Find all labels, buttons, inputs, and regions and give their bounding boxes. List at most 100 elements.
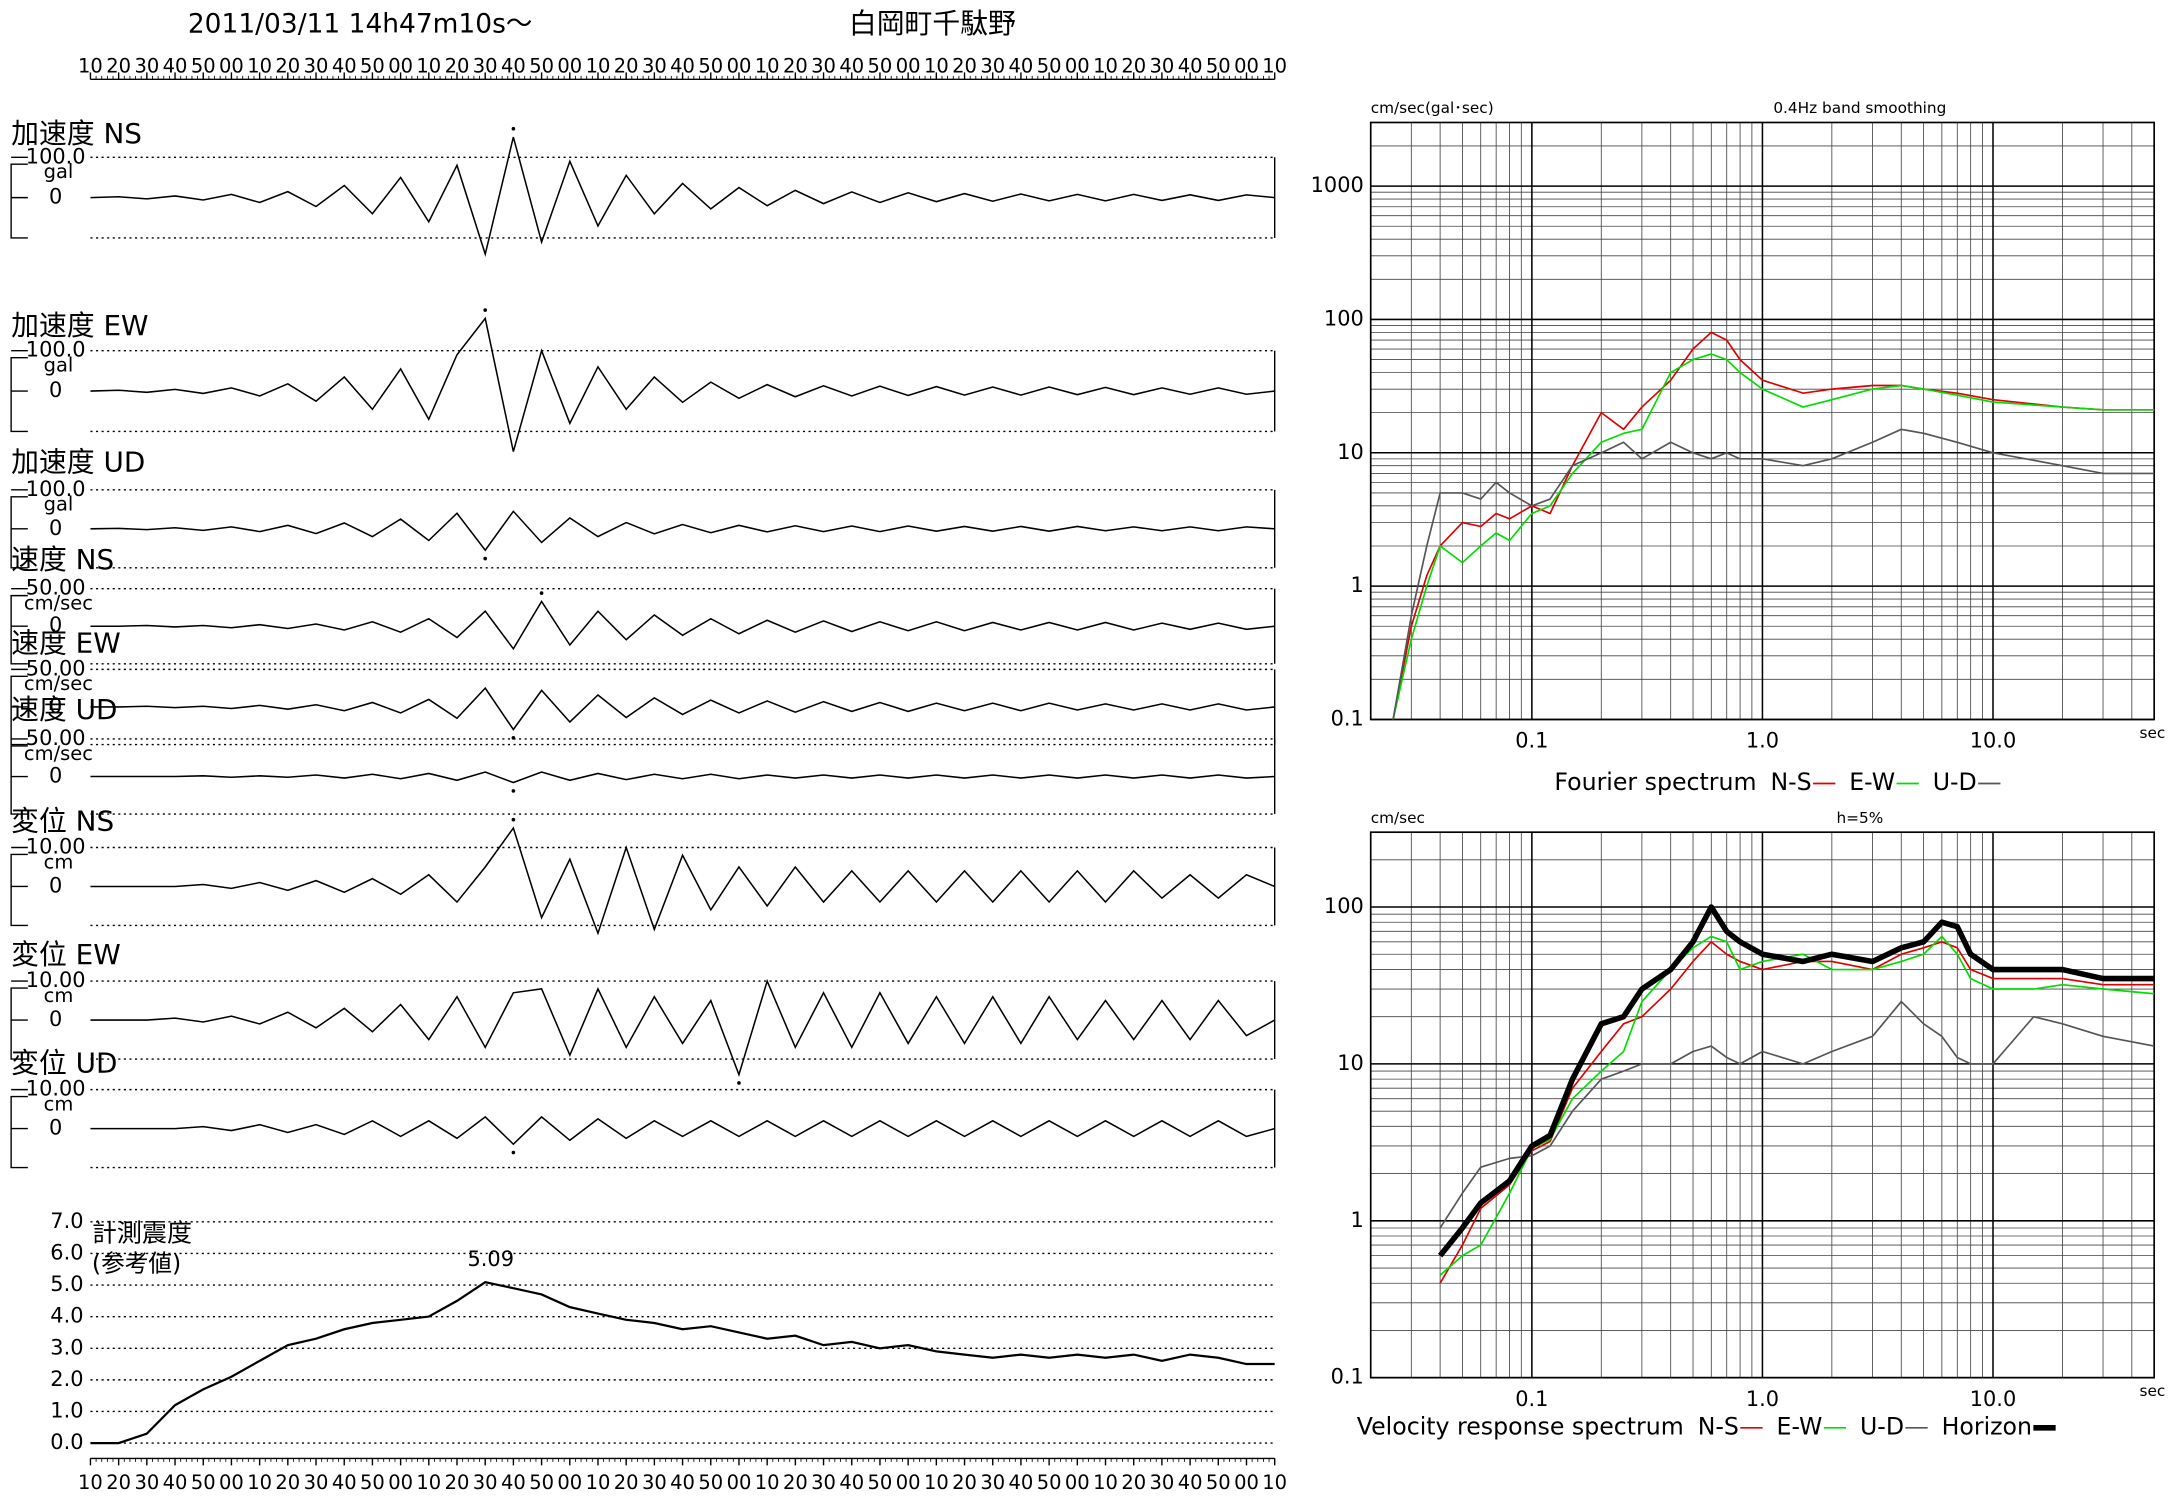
time-tick-label: 20 (275, 1471, 300, 1494)
unit-label: cm/sec (24, 742, 93, 765)
legend-entry: N-S (1770, 768, 1811, 796)
y-tick-label: 50.00 (26, 656, 86, 680)
legend-entry: Horizon (1942, 1412, 2032, 1440)
y-tick-label: 10.00 (26, 834, 86, 858)
y-tick-label: 0 (49, 1116, 62, 1140)
y-axis-label: cm/sec(gal･sec) (1371, 99, 1494, 117)
panel-bracket (10, 496, 28, 569)
x-tick-label: 1.0 (1746, 729, 1779, 753)
legend-title: Fourier spectrum (1554, 768, 1756, 796)
unit-label: cm (44, 850, 74, 873)
time-tick-label: 00 (219, 54, 244, 77)
panel-title: 変位 EW (11, 938, 121, 971)
panel-bracket (10, 853, 28, 927)
time-tick-label: 20 (106, 1471, 131, 1494)
unit-label: cm (44, 1092, 74, 1115)
time-tick-label: 30 (811, 1471, 836, 1494)
time-tick-label: 20 (1121, 1471, 1146, 1494)
time-tick-label: 30 (473, 54, 498, 77)
time-tick-label: 30 (811, 54, 836, 77)
time-tick-label: 20 (1121, 54, 1146, 77)
y-tick-label: 10.00 (26, 968, 86, 992)
y-tick-label: 0 (49, 1007, 62, 1031)
time-tick-label: 40 (1178, 54, 1203, 77)
x-axis-label: sec (2140, 724, 2166, 742)
time-tick-label: 20 (275, 54, 300, 77)
time-tick-label: 50 (698, 54, 723, 77)
station-name: 白岡町千駄野 (849, 7, 1016, 40)
time-tick-label: 40 (501, 54, 526, 77)
time-tick-label: 50 (1206, 54, 1231, 77)
time-tick-label: 10 (924, 1471, 949, 1494)
waveform (90, 510, 1275, 552)
y-tick-label: 2.0 (50, 1367, 83, 1391)
time-tick-label: 00 (896, 54, 921, 77)
time-tick-label: 00 (727, 1471, 752, 1494)
panel-bracket (10, 356, 28, 433)
time-tick-label: 50 (1037, 54, 1062, 77)
y-tick-label: 6.0 (50, 1240, 83, 1264)
time-tick-label: 00 (1234, 1471, 1259, 1494)
time-tick-label: 00 (727, 54, 752, 77)
x-tick-label: 10.0 (1970, 1387, 2016, 1411)
y-tick-label: 0.0 (50, 1430, 83, 1454)
panel-bracket (10, 163, 28, 239)
peak-dot (511, 126, 516, 131)
time-tick-label: 00 (1234, 54, 1259, 77)
y-tick-label: 100.0 (26, 144, 86, 168)
time-tick-label: 40 (670, 1471, 695, 1494)
time-tick-label: 30 (642, 54, 667, 77)
y-tick-label: 0 (49, 516, 62, 540)
time-tick-label: 10 (755, 54, 780, 77)
peak-dot (511, 817, 516, 822)
unit-label: gal (44, 160, 74, 183)
y-tick-label: 0 (49, 613, 62, 637)
time-tick-label: 50 (529, 1471, 554, 1494)
spectrum-line (1439, 1000, 2155, 1229)
waveform (90, 316, 1275, 452)
time-tick-label: 50 (868, 1471, 893, 1494)
x-axis-label: sec (2140, 1382, 2166, 1400)
panel-bracket (10, 987, 28, 1060)
time-tick-label: 30 (980, 1471, 1005, 1494)
panel-bracket (10, 745, 28, 815)
time-tick-label: 20 (614, 54, 639, 77)
time-tick-label: 30 (642, 1471, 667, 1494)
time-tick-label: 20 (445, 54, 470, 77)
x-tick-label: 10.0 (1970, 729, 2016, 753)
time-tick-label: 40 (1009, 54, 1034, 77)
time-tick-label: 30 (304, 54, 329, 77)
panel-title: 速度 NS (11, 543, 114, 576)
time-tick-label: 30 (980, 54, 1005, 77)
chart-subtitle: (参考値) (92, 1249, 181, 1277)
waveform (90, 686, 1275, 731)
panel-title: 速度 UD (11, 693, 117, 726)
time-tick-label: 20 (952, 1471, 977, 1494)
unit-label: cm/sec (24, 672, 93, 695)
time-tick-label: 20 (614, 1471, 639, 1494)
panel-title: 速度 EW (11, 626, 121, 659)
time-tick-label: 00 (896, 1471, 921, 1494)
time-tick-label: 20 (783, 54, 808, 77)
time-tick-label: 50 (191, 54, 216, 77)
intensity-line (90, 1281, 1275, 1445)
time-tick-label: 40 (670, 54, 695, 77)
time-tick-label: 20 (783, 1471, 808, 1494)
peak-dot (511, 789, 516, 793)
y-tick-label: 10 (1337, 1051, 1364, 1075)
peak-annotation: 5.09 (468, 1247, 514, 1271)
legend-title: Velocity response spectrum (1357, 1412, 1684, 1440)
time-tick-label: 30 (1150, 1471, 1175, 1494)
waveform (90, 600, 1275, 651)
y-tick-label: 1 (1350, 1208, 1363, 1232)
unit-label: cm (44, 984, 74, 1007)
y-tick-label: 0 (49, 873, 62, 897)
waveform (90, 771, 1275, 784)
time-tick-label: 10 (1093, 1471, 1118, 1494)
chart-subtitle: h=5% (1836, 809, 1883, 827)
panel-bracket (10, 1095, 28, 1169)
y-tick-label: 50.00 (26, 726, 86, 750)
y-axis-label: cm/sec (1371, 809, 1425, 827)
time-tick-label: 30 (134, 54, 159, 77)
